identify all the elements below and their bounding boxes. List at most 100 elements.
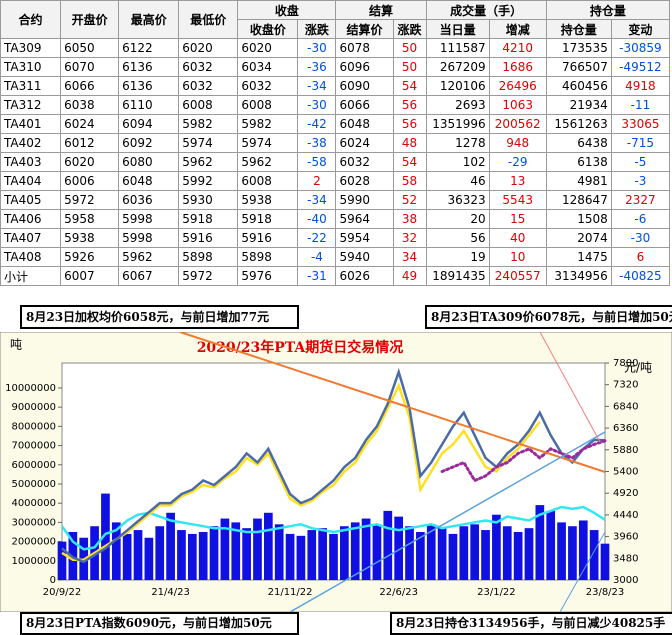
table-cell: 5962 [118, 247, 180, 267]
table-cell: 5926 [60, 247, 120, 267]
data-row: TA311 6066 6136 6032 6032 -34 6090 54 120106 2649… [0, 76, 671, 96]
table-cell: 267209 [425, 57, 490, 77]
table-cell: 6020 [60, 152, 120, 172]
bar [372, 524, 382, 580]
bar [187, 533, 197, 580]
bar [329, 533, 338, 580]
column-header: 当日量 [425, 19, 490, 39]
bar [111, 522, 121, 580]
table-cell: -3 [610, 171, 671, 191]
data-row: TA408 5926 5962 5898 5898 -4 5940 34 19 10 1475 6 [0, 247, 671, 267]
table-cell: 10 [488, 247, 547, 267]
table-cell: TA405 [0, 190, 62, 210]
table-cell: 948 [488, 133, 547, 153]
bar [144, 537, 154, 580]
column-header: 涨跌 [297, 19, 337, 39]
table-cell: -31 [297, 266, 337, 286]
table-cell: -715 [610, 133, 671, 153]
bar [57, 541, 67, 580]
y-tick-label: 5000000 [11, 479, 56, 490]
table-cell: 120106 [425, 76, 490, 96]
table-cell: 460456 [545, 76, 612, 96]
data-row: TA407 5938 5998 5916 5916 -22 5954 32 56 40 2074 -3… [0, 228, 671, 248]
y2-tick-label: 4920 [613, 488, 638, 499]
trend-line [179, 332, 606, 473]
column-header: 增减 [488, 19, 547, 39]
y-tick-label: 1000000 [11, 556, 56, 567]
table-cell: 5918 [237, 209, 299, 229]
table-cell: 21934 [545, 95, 612, 115]
table-cell: TA401 [0, 114, 62, 134]
table-cell: 56 [392, 95, 427, 115]
table-cell: 5974 [178, 133, 239, 153]
table-cell: 56 [392, 114, 427, 134]
y-tick-label: 10000000 [5, 383, 56, 394]
bar [568, 526, 577, 580]
bar [481, 530, 490, 580]
table-cell: 6067 [118, 266, 180, 286]
table-cell: 20 [425, 209, 490, 229]
table-cell: 128647 [545, 190, 612, 210]
table-cell: 1063 [488, 95, 547, 115]
table-cell: 5964 [335, 209, 394, 229]
table-cell: 5982 [178, 114, 239, 134]
table-cell: 54 [392, 152, 427, 172]
table-cell: 6032 [335, 152, 394, 172]
table-cell: -49512 [610, 57, 671, 77]
table-cell: 6026 [335, 266, 394, 286]
table-cell: 6007 [60, 266, 120, 286]
table-cell: -30 [297, 38, 337, 58]
table-cell: 50 [392, 57, 427, 77]
y2-tick-label: 6360 [613, 423, 638, 434]
table-cell: 6020 [178, 38, 239, 58]
table-cell: 40 [488, 228, 547, 248]
pointer-line [539, 332, 601, 443]
column-header: 最低价 [178, 0, 239, 39]
table-cell: 46 [425, 171, 490, 191]
table-cell: 5958 [60, 209, 120, 229]
table-cell: 5962 [237, 152, 299, 172]
y-axis-label: 吨 [10, 338, 22, 352]
table-cell: 6080 [118, 152, 180, 172]
table-cell: 6020 [237, 38, 299, 58]
note: 8月23日持仓3134956手，与前日减少40825手 [390, 612, 672, 635]
x-tick-label: 21/4/23 [151, 587, 190, 598]
y-tick-label: 7000000 [11, 441, 56, 452]
table-cell: 6032 [178, 76, 239, 96]
table-cell: 6048 [335, 114, 394, 134]
y2-tick-label: 3480 [613, 553, 638, 564]
table-cell: 6024 [60, 114, 120, 134]
table-cell: 6024 [335, 133, 394, 153]
table-cell: 1891435 [425, 266, 490, 286]
y-tick-label: 2000000 [11, 537, 56, 548]
table-cell: 6110 [118, 95, 180, 115]
y-tick-label: 3000000 [11, 517, 56, 528]
table-cell: 38 [392, 209, 427, 229]
table-cell: 5972 [178, 266, 239, 286]
table-cell: 32 [392, 228, 427, 248]
table-cell: 6008 [178, 95, 239, 115]
y-tick-label: 6000000 [11, 460, 56, 471]
table-cell: TA408 [0, 247, 62, 267]
table-cell: 111587 [425, 38, 490, 58]
table-cell: -22 [297, 228, 337, 248]
table-cell: 173535 [545, 38, 612, 58]
column-header: 成交量（手） [425, 0, 547, 20]
bar [394, 516, 404, 580]
table-cell: -34 [297, 76, 337, 96]
header-row: 合约 开盘价 最高价 最低价 收盘 结算 成交量（手） 持仓量 [0, 0, 671, 39]
bar [209, 526, 219, 580]
trend-line [289, 431, 606, 612]
line [60, 505, 606, 551]
data-row: TA310 6070 6136 6032 6034 -36 6096 50 267209 1686… [0, 57, 671, 77]
bar [502, 526, 512, 580]
table-cell: 58 [392, 171, 427, 191]
table-cell: 15 [488, 209, 547, 229]
table-cell: 6036 [118, 190, 180, 210]
x-tick-label: 21/11/22 [268, 587, 313, 598]
table-cell: TA310 [0, 57, 62, 77]
column-header: 持仓量 [545, 19, 612, 39]
bar [340, 526, 349, 580]
bar [296, 535, 306, 580]
table-cell: 6028 [335, 171, 394, 191]
